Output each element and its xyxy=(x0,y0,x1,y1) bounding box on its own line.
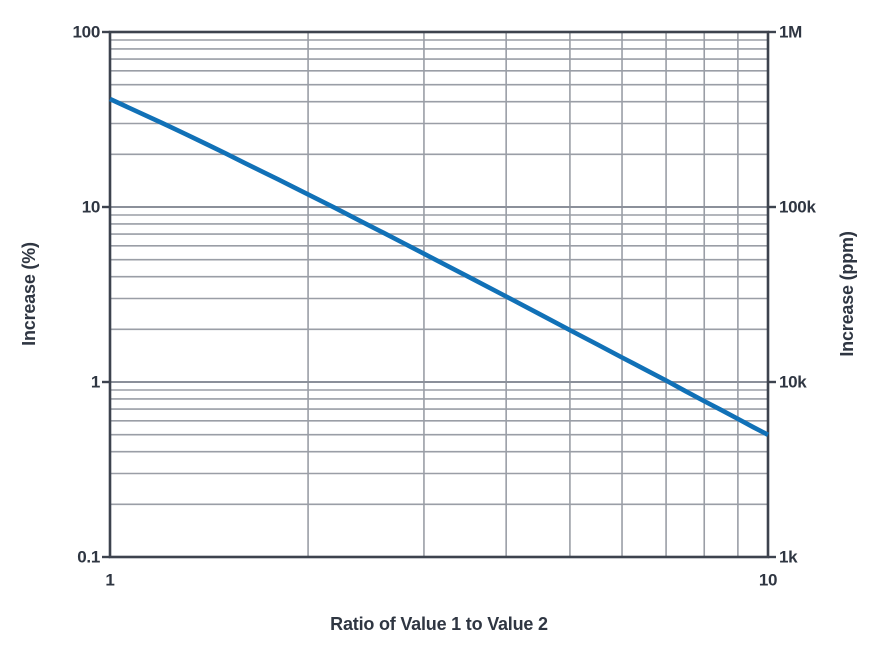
y-left-tick-label: 100 xyxy=(72,22,101,42)
x-axis-title: Ratio of Value 1 to Value 2 xyxy=(330,614,548,634)
y-left-tick-label: 1 xyxy=(90,372,100,392)
y-axis-title-right: Increase (ppm) xyxy=(837,231,857,357)
y-axis-title-left: Increase (%) xyxy=(19,242,39,346)
plot-border xyxy=(108,30,770,559)
y-right-tick-label: 1M xyxy=(779,22,803,42)
y-right-tick-label: 1k xyxy=(779,547,798,567)
x-tick-label: 1 xyxy=(105,570,115,590)
y-left-tick-label: 10 xyxy=(81,197,101,217)
y-left-tick-label: 0.1 xyxy=(77,547,100,567)
y-right-tick-label: 10k xyxy=(779,372,807,392)
x-tick-label: 10 xyxy=(758,570,778,590)
y-right-tick-label: 100k xyxy=(779,197,816,217)
series-line xyxy=(109,96,770,437)
